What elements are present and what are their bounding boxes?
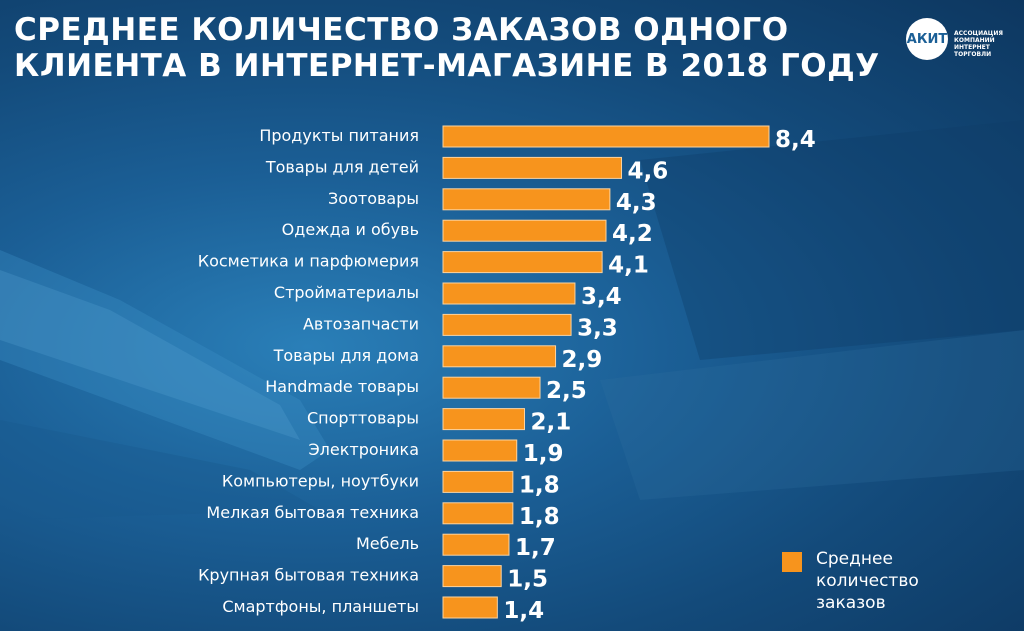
logo-line: АССОЦИАЦИЯ	[954, 30, 1003, 37]
category-label: Зоотовары	[328, 189, 419, 208]
category-label: Электроника	[309, 440, 420, 459]
value-label: 3,4	[581, 284, 622, 310]
category-label: Компьютеры, ноутбуки	[222, 471, 419, 490]
legend-label: Среднее количество заказов	[816, 549, 919, 613]
category-label: Крупная бытовая техника	[198, 566, 419, 585]
category-label: Мебель	[356, 534, 419, 553]
category-label: Handmade товары	[265, 377, 419, 396]
legend-swatch	[782, 552, 802, 572]
logo-caption: АССОЦИАЦИЯ КОМПАНИЙ ИНТЕРНЕТ ТОРГОВЛИ	[954, 30, 1018, 58]
category-label: Автозапчасти	[303, 314, 419, 333]
category-label: Товары для дома	[273, 346, 419, 365]
bar	[442, 470, 514, 493]
logo-line: ТОРГОВЛИ	[954, 51, 992, 58]
bar	[442, 313, 572, 336]
value-label: 1,9	[523, 441, 564, 467]
value-label: 2,5	[546, 378, 587, 404]
category-label: Товары для детей	[265, 157, 419, 176]
value-label: 1,8	[519, 472, 560, 498]
value-label: 1,5	[507, 567, 548, 593]
bar	[442, 156, 623, 179]
bar	[442, 408, 525, 431]
bar	[442, 188, 611, 211]
bar	[442, 219, 607, 242]
category-label: Стройматериалы	[274, 283, 419, 302]
logo-badge: АКИТ	[906, 18, 948, 60]
value-label: 4,1	[608, 253, 649, 279]
bar	[442, 596, 498, 619]
bar	[442, 251, 603, 274]
category-label: Смартфоны, планшеты	[222, 597, 419, 616]
value-label: 2,9	[562, 347, 603, 373]
category-label: Косметика и парфюмерия	[198, 252, 419, 271]
category-label: Одежда и обувь	[282, 220, 419, 239]
logo-line: КОМПАНИЙ	[954, 37, 995, 44]
bar	[442, 439, 518, 462]
category-label: Спорттовары	[307, 409, 419, 428]
value-label: 1,8	[519, 504, 560, 530]
bar	[442, 376, 541, 399]
value-label: 4,3	[616, 190, 657, 216]
page-title: СРЕДНЕЕ КОЛИЧЕСТВО ЗАКАЗОВ ОДНОГО КЛИЕНТ…	[14, 12, 880, 84]
value-label: 3,3	[577, 315, 618, 341]
value-label: 1,4	[503, 598, 544, 624]
bar	[442, 565, 502, 588]
logo-line: ИНТЕРНЕТ	[954, 44, 990, 51]
akit-logo: АКИТ АССОЦИАЦИЯ КОМПАНИЙ ИНТЕРНЕТ ТОРГОВ…	[906, 18, 1016, 62]
title-line-1: СРЕДНЕЕ КОЛИЧЕСТВО ЗАКАЗОВ ОДНОГО	[14, 12, 789, 48]
bar	[442, 502, 514, 525]
bar	[442, 345, 557, 368]
value-label: 1,7	[515, 535, 556, 561]
category-label: Продукты питания	[259, 126, 419, 145]
title-line-2: КЛИЕНТА В ИНТЕРНЕТ-МАГАЗИНЕ В 2018 ГОДУ	[14, 48, 880, 84]
bar	[442, 125, 770, 148]
category-label: Мелкая бытовая техника	[206, 503, 419, 522]
bar	[442, 533, 510, 556]
value-label: 4,6	[628, 158, 669, 184]
bar	[442, 282, 576, 305]
value-label: 8,4	[775, 127, 816, 153]
value-label: 4,2	[612, 221, 653, 247]
value-label: 2,1	[531, 410, 572, 436]
